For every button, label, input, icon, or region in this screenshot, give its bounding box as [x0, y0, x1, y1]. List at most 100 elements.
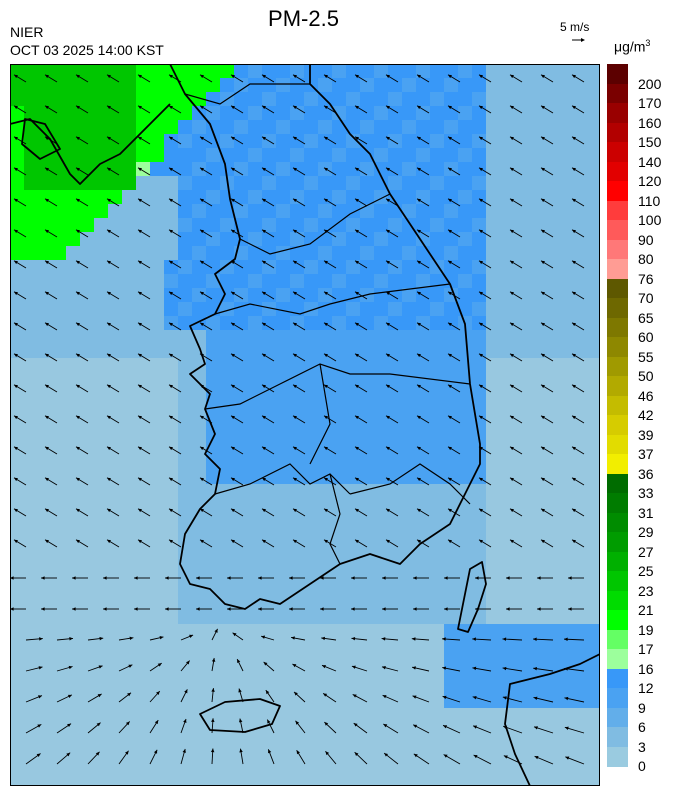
- wind-vector-arrow: [292, 167, 306, 176]
- grid-cell: [304, 232, 319, 247]
- grid-cell: [10, 568, 25, 583]
- grid-cell: [374, 386, 389, 401]
- grid-cell: [24, 624, 39, 639]
- grid-cell: [542, 456, 557, 471]
- grid-cell: [402, 190, 417, 205]
- wind-vector-arrow: [502, 637, 523, 641]
- grid-cell: [402, 750, 417, 765]
- grid-cell: [528, 120, 543, 135]
- grid-cell: [234, 358, 249, 373]
- grid-cell: [206, 414, 221, 429]
- grid-cell: [388, 64, 403, 79]
- wind-vector-arrow: [75, 353, 89, 362]
- grid-cell: [388, 666, 403, 681]
- grid-cell: [150, 400, 165, 415]
- grid-cell: [402, 428, 417, 443]
- grid-cell: [360, 372, 375, 387]
- grid-cell: [206, 92, 221, 107]
- grid-cell: [220, 554, 235, 569]
- grid-cell: [192, 106, 207, 121]
- wind-vector-arrow: [261, 322, 275, 331]
- wind-vector-arrow: [292, 384, 306, 393]
- grid-cell: [444, 414, 459, 429]
- grid-cell: [304, 92, 319, 107]
- grid-cell: [486, 260, 501, 275]
- grid-cell: [542, 708, 557, 723]
- grid-cell: [332, 610, 347, 625]
- grid-cell: [66, 330, 81, 345]
- grid-cell: [136, 302, 151, 317]
- grid-cell: [66, 750, 81, 765]
- wind-vector-arrow: [385, 353, 399, 362]
- wind-vector-arrow: [472, 696, 492, 703]
- wind-vector-arrow: [103, 576, 119, 580]
- grid-cell: [458, 162, 473, 177]
- grid-cell: [276, 176, 291, 191]
- grid-cell: [52, 582, 67, 597]
- grid-cell: [472, 344, 487, 359]
- grid-cell: [360, 274, 375, 289]
- grid-cell: [178, 148, 193, 163]
- colorbar-tick-label: 170: [638, 95, 662, 111]
- wind-vector-arrow: [44, 508, 58, 517]
- grid-cell: [388, 624, 403, 639]
- wind-vector-arrow: [533, 666, 554, 672]
- grid-cell: [108, 190, 123, 205]
- grid-cell: [514, 64, 529, 79]
- grid-cell: [66, 106, 81, 121]
- grid-cell: [416, 204, 431, 219]
- grid-cell: [262, 400, 277, 415]
- grid-cell: [276, 442, 291, 457]
- wind-vector-arrow: [168, 384, 182, 393]
- grid-cell: [374, 204, 389, 219]
- grid-cell: [458, 456, 473, 471]
- grid-cell: [164, 554, 179, 569]
- wind-vector-arrow: [568, 576, 584, 580]
- grid-cell: [416, 78, 431, 93]
- grid-cell: [304, 736, 319, 751]
- grid-cell: [500, 260, 515, 275]
- wind-vector-arrow: [292, 539, 306, 548]
- grid-cell: [248, 176, 263, 191]
- grid-cell: [108, 148, 123, 163]
- grid-cell: [94, 624, 109, 639]
- grid-cell: [360, 232, 375, 247]
- wind-vector-arrow: [354, 105, 368, 114]
- grid-cell: [514, 498, 529, 513]
- grid-cell: [556, 694, 571, 709]
- grid-cell: [178, 582, 193, 597]
- colorbar-segment: [607, 259, 628, 279]
- wind-vector-arrow: [75, 508, 89, 517]
- grid-cell: [528, 358, 543, 373]
- grid-cell: [178, 106, 193, 121]
- wind-vector-arrow: [571, 136, 585, 145]
- grid-cell: [388, 764, 403, 779]
- wind-vector-arrow: [416, 539, 430, 548]
- grid-cell: [24, 568, 39, 583]
- grid-cell: [514, 218, 529, 233]
- grid-cell: [262, 484, 277, 499]
- grid-cell: [122, 162, 137, 177]
- grid-cell: [388, 554, 403, 569]
- grid-cell: [192, 736, 207, 751]
- grid-cell: [164, 330, 179, 345]
- grid-cell: [80, 694, 95, 709]
- grid-cell: [262, 190, 277, 205]
- grid-cell: [570, 428, 585, 443]
- grid-cell: [290, 638, 305, 653]
- wind-vector-arrow: [168, 322, 182, 331]
- grid-cell: [262, 358, 277, 373]
- grid-cell: [556, 78, 571, 93]
- wind-vector-arrow: [180, 689, 188, 703]
- grid-cell: [570, 666, 585, 681]
- grid-cell: [374, 162, 389, 177]
- wind-vector-arrow: [413, 753, 430, 765]
- grid-cell: [584, 372, 599, 387]
- grid-cell: [444, 358, 459, 373]
- grid-cell: [500, 92, 515, 107]
- grid-cell: [346, 484, 361, 499]
- grid-cell: [374, 372, 389, 387]
- grid-cell: [178, 386, 193, 401]
- colorbar-segment: [607, 103, 628, 123]
- grid-cell: [248, 540, 263, 555]
